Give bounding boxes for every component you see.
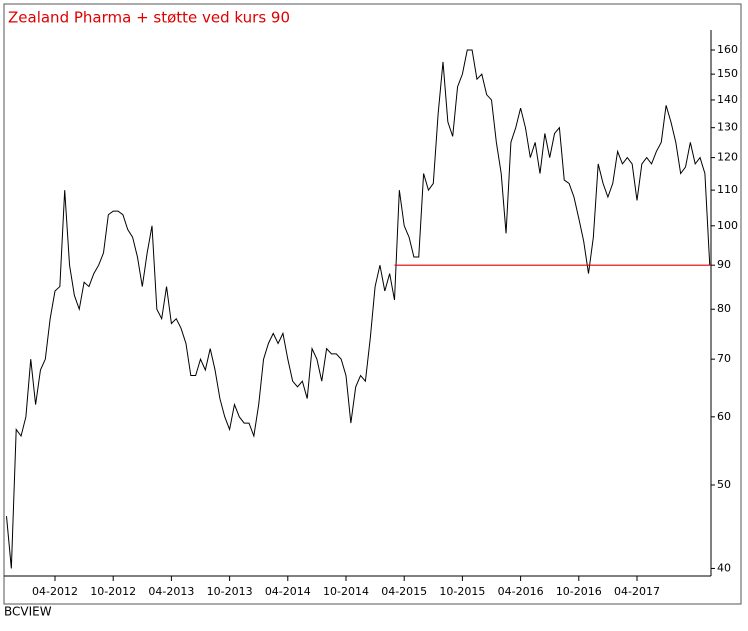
x-tick-label: 04-2016 xyxy=(498,585,544,598)
y-tick-label: 160 xyxy=(717,43,738,56)
x-tick-label: 10-2016 xyxy=(556,585,602,598)
y-tick-label: 80 xyxy=(717,302,731,315)
y-tick-label: 40 xyxy=(717,561,731,574)
y-tick-label: 110 xyxy=(717,183,738,196)
x-tick-label: 10-2013 xyxy=(207,585,253,598)
x-tick-label: 10-2012 xyxy=(90,585,136,598)
y-tick-label: 90 xyxy=(717,258,731,271)
x-tick-label: 10-2015 xyxy=(439,585,485,598)
x-tick-label: 04-2015 xyxy=(381,585,427,598)
y-tick-label: 120 xyxy=(717,151,738,164)
source-label: BCVIEW xyxy=(4,605,52,619)
y-tick-label: 50 xyxy=(717,478,731,491)
y-tick-label: 60 xyxy=(717,410,731,423)
y-tick-label: 140 xyxy=(717,93,738,106)
x-tick-label: 04-2012 xyxy=(32,585,78,598)
x-tick-label: 04-2014 xyxy=(265,585,311,598)
y-tick-label: 100 xyxy=(717,219,738,232)
y-tick-label: 130 xyxy=(717,121,738,134)
y-tick-label: 150 xyxy=(717,67,738,80)
y-tick-label: 70 xyxy=(717,352,731,365)
x-tick-label: 04-2017 xyxy=(614,585,660,598)
chart-title: Zealand Pharma + støtte ved kurs 90 xyxy=(8,9,290,27)
x-tick-label: 10-2014 xyxy=(323,585,369,598)
x-tick-label: 04-2013 xyxy=(148,585,194,598)
price-line xyxy=(6,49,711,569)
chart-frame xyxy=(3,3,742,605)
